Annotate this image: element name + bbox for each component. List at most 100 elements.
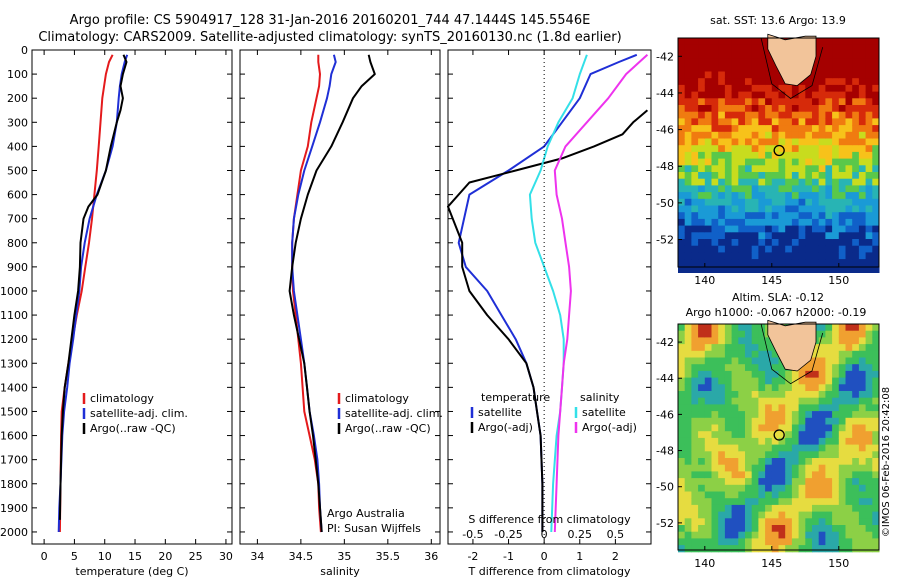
sst-map-land-tasmania	[767, 33, 817, 87]
depth-tick-label: 1800	[0, 478, 28, 491]
sla-map-ytick-label: -46	[656, 408, 674, 421]
sst-map-shelf-contour	[760, 37, 824, 99]
sst-map-ytick-label: -52	[656, 234, 674, 247]
salinity-legend-label: Argo(..raw -QC)	[345, 422, 431, 435]
difference-xtick-label: 2	[612, 550, 619, 563]
sst-map-xtick-label: 140	[694, 274, 715, 287]
principal-investigator-label: PI: Susan Wijffels	[327, 522, 421, 535]
sla-map-shelf-contour	[760, 323, 824, 385]
climatology-subtitle: Climatology: CARS2009. Satellite-adjuste…	[38, 30, 622, 45]
depth-tick-label: 1300	[0, 357, 28, 370]
salinity-frame	[239, 49, 441, 545]
depth-tick-label: 800	[7, 237, 28, 250]
salinity-xtick-label: 35.5	[376, 550, 401, 563]
difference-legend-s-label: satellite	[582, 406, 626, 419]
sst-map-xtick-label: 150	[828, 274, 849, 287]
depth-tick-label: 900	[7, 261, 28, 274]
sla-map-ytick-label: -42	[656, 336, 674, 349]
sst-map-argo-marker	[773, 144, 785, 157]
temperature-legend-label: Argo(..raw -QC)	[90, 422, 176, 435]
depth-tick-label: 1400	[0, 381, 28, 394]
sst-map-frame	[677, 37, 880, 268]
salinity-xtick-label: 34	[250, 550, 264, 563]
temperature-xlabel: temperature (deg C)	[75, 565, 188, 578]
difference-stick-label: 0.25	[568, 528, 593, 541]
depth-tick-label: 1900	[0, 502, 28, 515]
argo-australia-label: Argo Australia	[327, 507, 405, 520]
salinity-xtick-label: 34.5	[289, 550, 314, 563]
sla-map-land-tasmania	[767, 319, 817, 372]
difference-series-argo-adj-	[553, 54, 649, 533]
sst-map-ytick-label: -42	[656, 50, 674, 63]
sla-map-argo-marker	[773, 429, 785, 441]
sst-map-ytick-label: -50	[656, 197, 674, 210]
temperature-xtick-label: 0	[41, 550, 48, 563]
sla-map-ytick-label: -50	[656, 481, 674, 494]
temperature-legend-label: satellite-adj. clim.	[90, 407, 188, 420]
difference-series-argo-adj-	[447, 109, 649, 532]
difference-stick-label: 0.5	[607, 528, 625, 541]
depth-tick-label: 300	[7, 116, 28, 129]
sst-map-ytick-label: -44	[656, 87, 674, 100]
temperature-xtick-label: 5	[71, 550, 78, 563]
depth-tick-label: 200	[7, 92, 28, 105]
salinity-series-argo-raw-qc-	[288, 54, 376, 533]
difference-stick-label: 0	[541, 528, 548, 541]
depth-tick-label: 1700	[0, 454, 28, 467]
depth-tick-label: 100	[7, 68, 28, 81]
depth-tick-label: 500	[7, 164, 28, 177]
depth-tick-label: 400	[7, 140, 28, 153]
sst-map-ytick-label: -48	[656, 160, 674, 173]
sla-map-xtick-label: 150	[828, 557, 849, 570]
depth-tick-label: 1500	[0, 405, 28, 418]
difference-legend-s-label: Argo(-adj)	[582, 421, 637, 434]
temperature-series-argo-raw-qc-	[58, 54, 128, 520]
sla-map-raster	[678, 324, 880, 553]
temperature-xtick-label: 15	[128, 550, 142, 563]
sla-map-title: Altim. SLA: -0.12	[732, 291, 824, 304]
difference-xtick-label: -1	[503, 550, 514, 563]
difference-xlabel: T difference from climatology	[468, 565, 631, 578]
difference-xtick-label: -2	[467, 550, 478, 563]
difference-xtick-label: 1	[576, 550, 583, 563]
difference-legend-t-label: satellite	[478, 406, 522, 419]
difference-stick-label: -0.5	[462, 528, 483, 541]
sla-map-ytick-label: -44	[656, 372, 674, 385]
temperature-frame	[31, 49, 233, 545]
depth-tick-label: 700	[7, 213, 28, 226]
sla-map-ytick-label: -48	[656, 445, 674, 458]
depth-tick-label: 1200	[0, 333, 28, 346]
depth-tick-label: 1600	[0, 430, 28, 443]
difference-stick-label: -0.25	[494, 528, 522, 541]
depth-tick-label: 1000	[0, 285, 28, 298]
sla-map-frame	[677, 323, 880, 551]
sst-map-ytick-label: -46	[656, 124, 674, 137]
sla-map-ytick-label: -52	[656, 517, 674, 530]
copyright-label: ©IMOS 06-Feb-2016 20:42:08	[881, 387, 892, 537]
difference-xtick-label: 0	[541, 550, 548, 563]
depth-tick-label: 0	[21, 44, 28, 57]
temperature-xtick-label: 20	[158, 550, 172, 563]
temperature-xtick-label: 10	[98, 550, 112, 563]
salinity-xtick-label: 35	[337, 550, 351, 563]
temperature-xtick-label: 30	[219, 550, 233, 563]
sla-map-xtick-label: 140	[694, 557, 715, 570]
sst-map-title: sat. SST: 13.6 Argo: 13.9	[710, 14, 846, 27]
difference-legend-t-title: temperature	[481, 391, 550, 404]
difference-legend-t-label: Argo(-adj)	[478, 421, 533, 434]
salinity-xlabel: salinity	[320, 565, 360, 578]
difference-xlabel-top: S difference from climatology	[468, 513, 631, 526]
salinity-xtick-label: 36	[424, 550, 438, 563]
difference-frame	[447, 49, 652, 545]
sla-map-subtitle: Argo h1000: -0.067 h2000: -0.19	[686, 306, 867, 319]
salinity-legend-label: satellite-adj. clim.	[345, 407, 443, 420]
sst-map-xtick-label: 145	[761, 274, 782, 287]
temperature-xtick-label: 25	[189, 550, 203, 563]
sst-map-raster	[678, 38, 880, 273]
depth-tick-label: 2000	[0, 526, 28, 539]
depth-tick-label: 1100	[0, 309, 28, 322]
temperature-legend-label: climatology	[90, 392, 154, 405]
difference-legend-s-title: salinity	[580, 391, 620, 404]
depth-tick-label: 600	[7, 189, 28, 202]
